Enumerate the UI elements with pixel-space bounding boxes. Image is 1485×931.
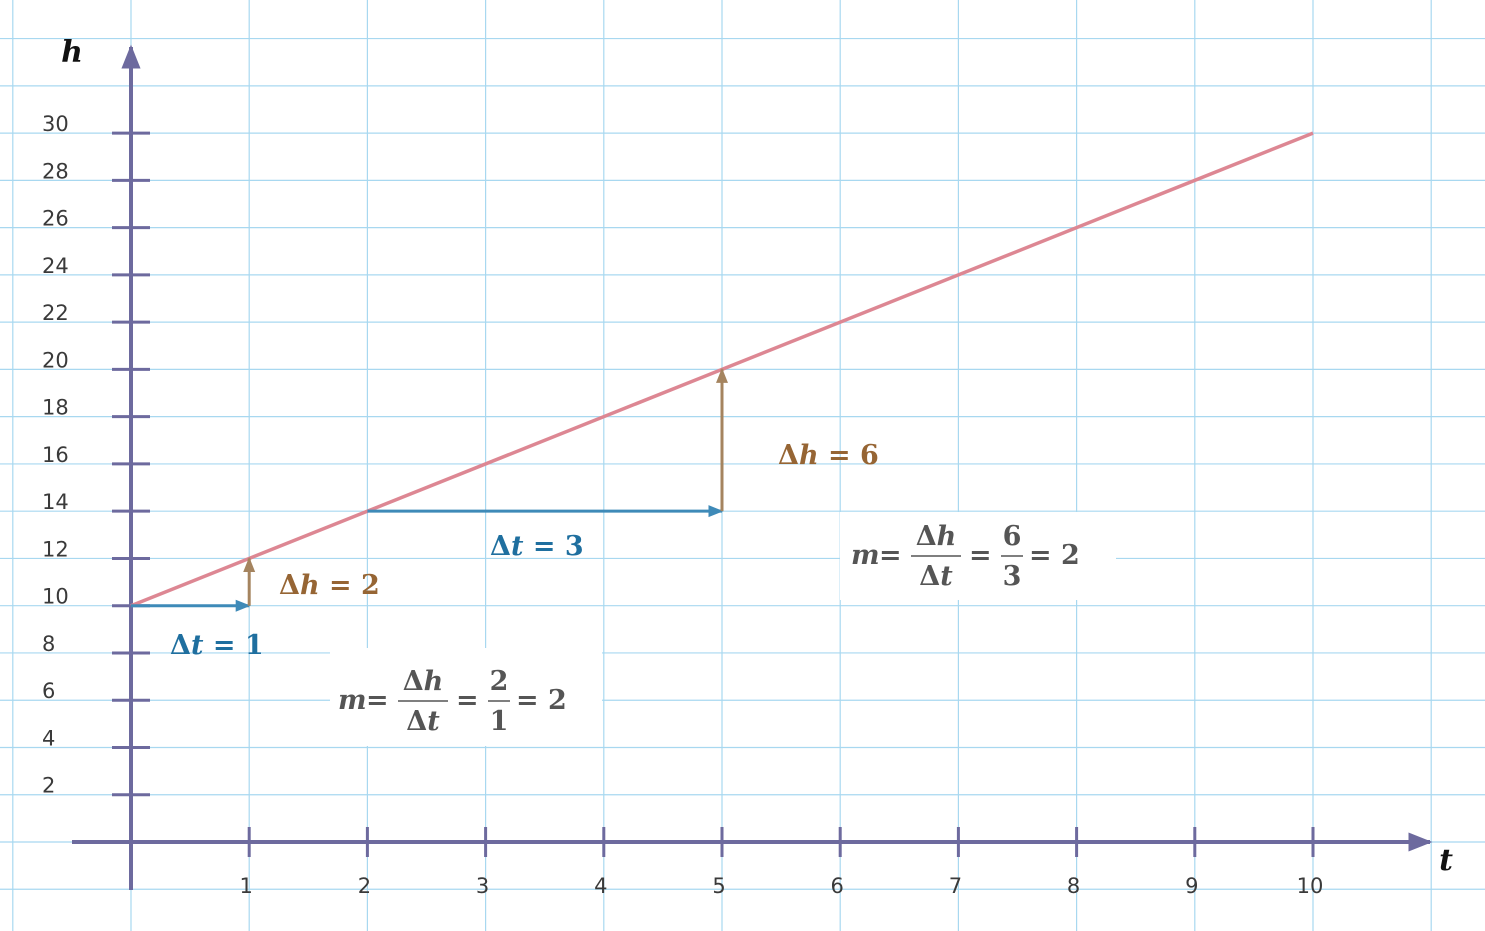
- formula-equals: =: [969, 540, 992, 571]
- y-tick-label: 6: [42, 679, 55, 703]
- y-tick-label: 4: [42, 726, 55, 750]
- delta-t-label: Δt = 3: [490, 531, 584, 562]
- x-tick-label: 10: [1297, 874, 1324, 898]
- delta-t-label: Δt = 1: [170, 630, 264, 661]
- formula-numerator: Δh: [403, 666, 444, 697]
- formula-equals: =: [456, 685, 479, 716]
- x-tick-label: 3: [476, 874, 489, 898]
- y-tick-label: 26: [42, 207, 69, 231]
- x-tick-label: 9: [1185, 874, 1198, 898]
- formula-m: m: [338, 685, 367, 716]
- x-tick-label: 1: [240, 874, 253, 898]
- x-tick-label: 8: [1067, 874, 1080, 898]
- delta-h-label: Δh = 6: [778, 440, 879, 471]
- formula-denominator: 1: [490, 706, 509, 737]
- formula-equals: =: [366, 685, 389, 716]
- formula-equals: =: [516, 685, 539, 716]
- y-tick-label: 14: [42, 490, 69, 514]
- formula-background: [840, 512, 1116, 600]
- formula-equals: =: [879, 540, 902, 571]
- y-tick-label: 24: [42, 254, 69, 278]
- y-tick-label: 18: [42, 396, 69, 420]
- y-tick-label: 30: [42, 112, 69, 136]
- formula-numerator: Δh: [916, 521, 957, 552]
- y-tick-label: 10: [42, 585, 69, 609]
- formula-denominator: Δt: [406, 706, 440, 737]
- annotations: Δt = 1 Δh = 2 Δt = 3 Δh = 6: [131, 367, 879, 661]
- x-tick-label: 5: [712, 874, 725, 898]
- formula-result: 2: [1061, 540, 1080, 571]
- formula-denominator: Δt: [919, 561, 953, 592]
- formula-numerator: 2: [490, 666, 509, 697]
- x-tick-label: 2: [358, 874, 371, 898]
- formula-numerator: 6: [1003, 521, 1022, 552]
- formula-m: m: [851, 540, 880, 571]
- formula-denominator: 3: [1003, 561, 1022, 592]
- x-axis-label: t: [1439, 843, 1453, 878]
- formula-background: [330, 648, 602, 746]
- y-tick-label: 8: [42, 632, 55, 656]
- y-tick-label: 28: [42, 159, 69, 183]
- y-tick-label: 20: [42, 348, 69, 372]
- x-tick-label: 6: [831, 874, 844, 898]
- y-axis-label: h: [61, 35, 83, 70]
- y-tick-label: 16: [42, 443, 69, 467]
- x-tick-label: 4: [594, 874, 607, 898]
- formula-equals: =: [1029, 540, 1052, 571]
- delta-h-label: Δh = 2: [279, 570, 380, 601]
- formula-result: 2: [548, 685, 567, 716]
- y-tick-label: 22: [42, 301, 69, 325]
- y-tick-label: 2: [42, 774, 55, 798]
- x-tick-label: 7: [949, 874, 962, 898]
- y-tick-label: 12: [42, 537, 69, 561]
